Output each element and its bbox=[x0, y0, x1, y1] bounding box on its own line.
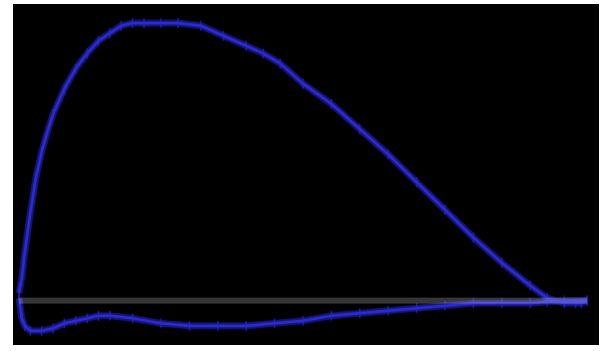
chart-svg bbox=[15, 18, 589, 336]
chart-plot-area bbox=[13, 4, 599, 345]
chart-marks bbox=[15, 18, 589, 336]
